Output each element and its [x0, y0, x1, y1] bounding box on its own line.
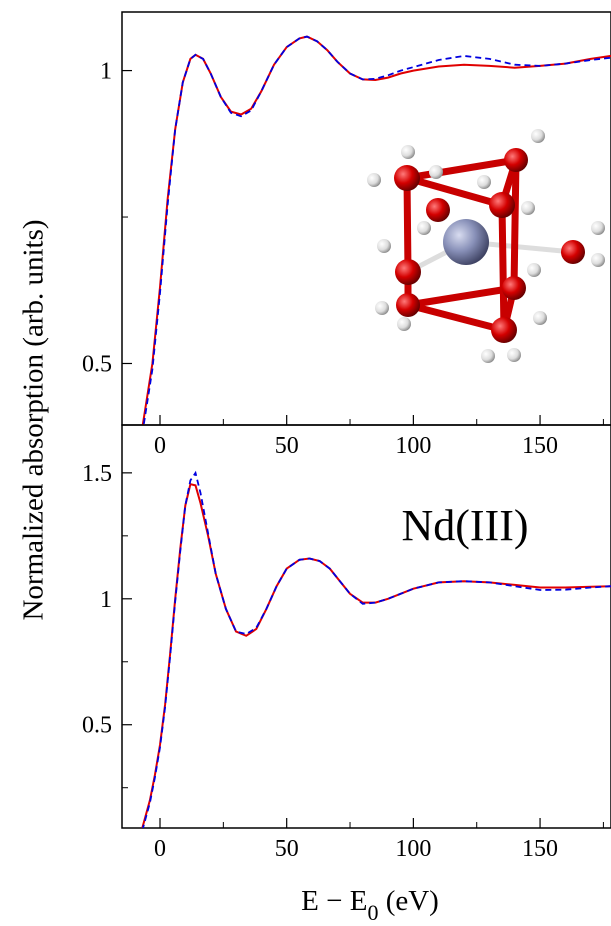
series-line [142, 35, 611, 425]
series-line [141, 35, 611, 425]
x-axis-label: E − E0 (eV) [301, 885, 439, 925]
x-label-unit: (eV) [378, 885, 438, 917]
y-tick-label: 0.5 [82, 713, 112, 739]
plot-frame [121, 424, 611, 829]
y-axis-label: Normalized absorption (arb. units) [18, 219, 50, 620]
x-tick-label: 100 [395, 836, 431, 862]
y-tick-label: 0.5 [82, 351, 112, 377]
x-label-main: E − E [301, 885, 367, 917]
x-tick-label: 50 [275, 433, 299, 459]
x-label-sub: 0 [367, 900, 378, 925]
x-tick-label: 0 [154, 836, 166, 862]
plot-area [141, 35, 611, 425]
y-tick-label: 1 [100, 59, 112, 85]
x-tick-label: 0 [154, 433, 166, 459]
annotation: Nd(III) [401, 501, 528, 550]
series-line [141, 482, 611, 828]
series-line [142, 470, 611, 828]
x-tick-label: 150 [522, 433, 558, 459]
y-tick-label: 1.5 [82, 461, 112, 487]
plot-frame [121, 11, 611, 426]
x-tick-label: 100 [395, 433, 431, 459]
y-tick-label: 1 [100, 587, 112, 613]
molecule-image [367, 129, 605, 363]
x-tick-label: 150 [522, 836, 558, 862]
plot-area [141, 470, 611, 828]
x-tick-label: 50 [275, 836, 299, 862]
